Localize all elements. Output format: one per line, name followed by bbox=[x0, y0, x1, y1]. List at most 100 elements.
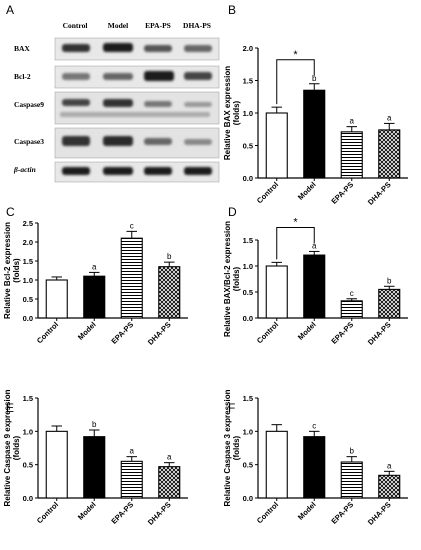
band-caspase3-control bbox=[62, 136, 90, 146]
y-tick-label: 0.0 bbox=[243, 174, 253, 183]
x-tick-label: EPA-PS bbox=[329, 320, 355, 346]
y-axis-unit: (folds) bbox=[12, 258, 21, 283]
band-bcl2-model bbox=[103, 73, 133, 80]
bar-model bbox=[303, 89, 326, 179]
bar-control bbox=[45, 279, 68, 319]
y-axis-unit: (folds) bbox=[232, 100, 241, 125]
x-tick-label: EPA-PS bbox=[109, 320, 135, 346]
blot-column-model: Model bbox=[108, 21, 128, 30]
band-caspase9-control bbox=[62, 99, 90, 106]
western-blot: Control Model EPA-PS DHA-PS BAX Bcl-2 Ca… bbox=[13, 21, 220, 183]
significance-letter: b bbox=[350, 447, 355, 456]
x-tick-label: Model bbox=[296, 180, 318, 202]
chart-e: 0.0 0.5 1.0 1.5 Relative Caspase 9 expressio… bbox=[3, 389, 188, 527]
x-tick-label: DHA-PS bbox=[366, 320, 393, 347]
y-tick-label: 0.5 bbox=[243, 461, 253, 470]
y-tick-label: 1.5 bbox=[243, 394, 253, 403]
y-axis-label: Relative BAX expression bbox=[223, 66, 232, 160]
significance-letter: a bbox=[92, 262, 97, 271]
bar-epa-ps bbox=[340, 461, 363, 499]
panel-label-a: A bbox=[6, 3, 14, 17]
y-tick-label: 1.5 bbox=[23, 394, 33, 403]
bar-dha-ps bbox=[158, 466, 181, 499]
significance-letter: b bbox=[387, 276, 392, 285]
x-tick-label: Control bbox=[255, 320, 280, 345]
band-bax-model bbox=[103, 43, 133, 52]
significance-letter: a bbox=[312, 241, 317, 250]
band-caspase3-dha bbox=[184, 139, 212, 145]
significance-letter: c bbox=[130, 221, 134, 230]
y-tick-label: 1.0 bbox=[243, 109, 253, 118]
blot-column-control: Control bbox=[63, 21, 88, 30]
x-tick-label: Model bbox=[296, 500, 318, 522]
y-tick-label: 1.0 bbox=[23, 427, 33, 436]
x-tick-label: EPA-PS bbox=[329, 180, 355, 206]
y-tick-label: 1.5 bbox=[243, 236, 253, 245]
blot-strip-bcl2 bbox=[54, 65, 220, 89]
blot-column-dha-ps: DHA-PS bbox=[183, 21, 211, 30]
band-bax-dha bbox=[184, 45, 212, 52]
y-tick-label: 0.0 bbox=[23, 494, 33, 503]
band-bcl2-dha bbox=[184, 72, 212, 80]
y-axis-label: Relative Caspase 9 expression bbox=[3, 389, 12, 506]
blot-strip-beta-actin bbox=[54, 161, 220, 183]
panel-label-f: F bbox=[228, 401, 235, 415]
chart-d: 0.0 0.5 1.0 1.5 Relative BAX/Bcl-2 expressio… bbox=[223, 216, 408, 347]
bar-model bbox=[83, 275, 106, 319]
bar-epa-ps bbox=[120, 460, 143, 499]
y-tick-label: 1.5 bbox=[23, 257, 33, 266]
y-tick-label: 0.0 bbox=[243, 494, 253, 503]
band-bcl2-control bbox=[62, 73, 90, 80]
y-axis-label: Relative Bcl-2 expression bbox=[3, 222, 12, 319]
band-actin-dha bbox=[184, 167, 212, 175]
significance-letter: c bbox=[312, 421, 316, 430]
significance-letter: c bbox=[350, 289, 354, 298]
panel-label-c: C bbox=[6, 205, 15, 219]
x-tick-label: Control bbox=[35, 320, 60, 345]
bar-model bbox=[83, 436, 106, 499]
y-tick-label: 1.5 bbox=[243, 77, 253, 86]
bar-control bbox=[265, 112, 288, 179]
bar-dha-ps bbox=[158, 266, 181, 319]
bar-epa-ps bbox=[340, 131, 363, 179]
y-tick-label: 0.5 bbox=[23, 461, 33, 470]
significance-bracket bbox=[276, 226, 315, 260]
band-bax-control bbox=[62, 44, 90, 52]
y-tick-label: 1.0 bbox=[243, 427, 253, 436]
band-bcl2-epa bbox=[144, 71, 174, 81]
blot-row-bax: BAX bbox=[14, 44, 30, 53]
y-tick-label: 2.5 bbox=[23, 219, 33, 228]
y-tick-label: 2.0 bbox=[243, 44, 253, 53]
band-caspase9-lower bbox=[60, 112, 210, 117]
band-actin-control bbox=[62, 167, 90, 175]
chart-b: 0.0 0.5 1.0 1.5 2.0 Relative BAX expression (f… bbox=[223, 44, 408, 207]
band-caspase9-model bbox=[103, 99, 133, 107]
blot-column-epa-ps: EPA-PS bbox=[145, 21, 171, 30]
chart-c: 0.0 0.5 1.0 1.5 2.0 2.5 Relative Bcl-2 express… bbox=[3, 219, 188, 347]
blot-row-caspase9: Caspase9 bbox=[14, 100, 44, 109]
significance-letter: a bbox=[130, 447, 135, 456]
y-tick-label: 1.0 bbox=[23, 276, 33, 285]
significance-letter: b bbox=[312, 74, 317, 83]
significance-letter: a bbox=[350, 117, 355, 126]
significance-letter: a bbox=[167, 453, 172, 462]
band-caspase3-model bbox=[103, 136, 133, 146]
x-tick-label: Model bbox=[76, 500, 98, 522]
blot-strip-caspase9 bbox=[54, 91, 220, 125]
blot-row-bcl2: Bcl-2 bbox=[14, 72, 31, 81]
x-tick-label: Control bbox=[255, 500, 280, 525]
blot-row-beta-actin: β-actin bbox=[13, 165, 36, 174]
band-caspase9-dha bbox=[184, 102, 212, 107]
significance-bracket bbox=[276, 59, 315, 105]
y-tick-label: 0.0 bbox=[243, 314, 253, 323]
bar-model bbox=[303, 254, 326, 319]
y-axis-unit: (folds) bbox=[232, 266, 241, 291]
panel-label-e: E bbox=[6, 401, 14, 415]
x-tick-label: Control bbox=[35, 500, 60, 525]
significance-letter: a bbox=[387, 461, 392, 470]
x-tick-label: EPA-PS bbox=[109, 500, 135, 526]
x-tick-label: DHA-PS bbox=[146, 320, 173, 347]
bar-dha-ps bbox=[378, 129, 401, 179]
bar-control bbox=[265, 265, 288, 319]
